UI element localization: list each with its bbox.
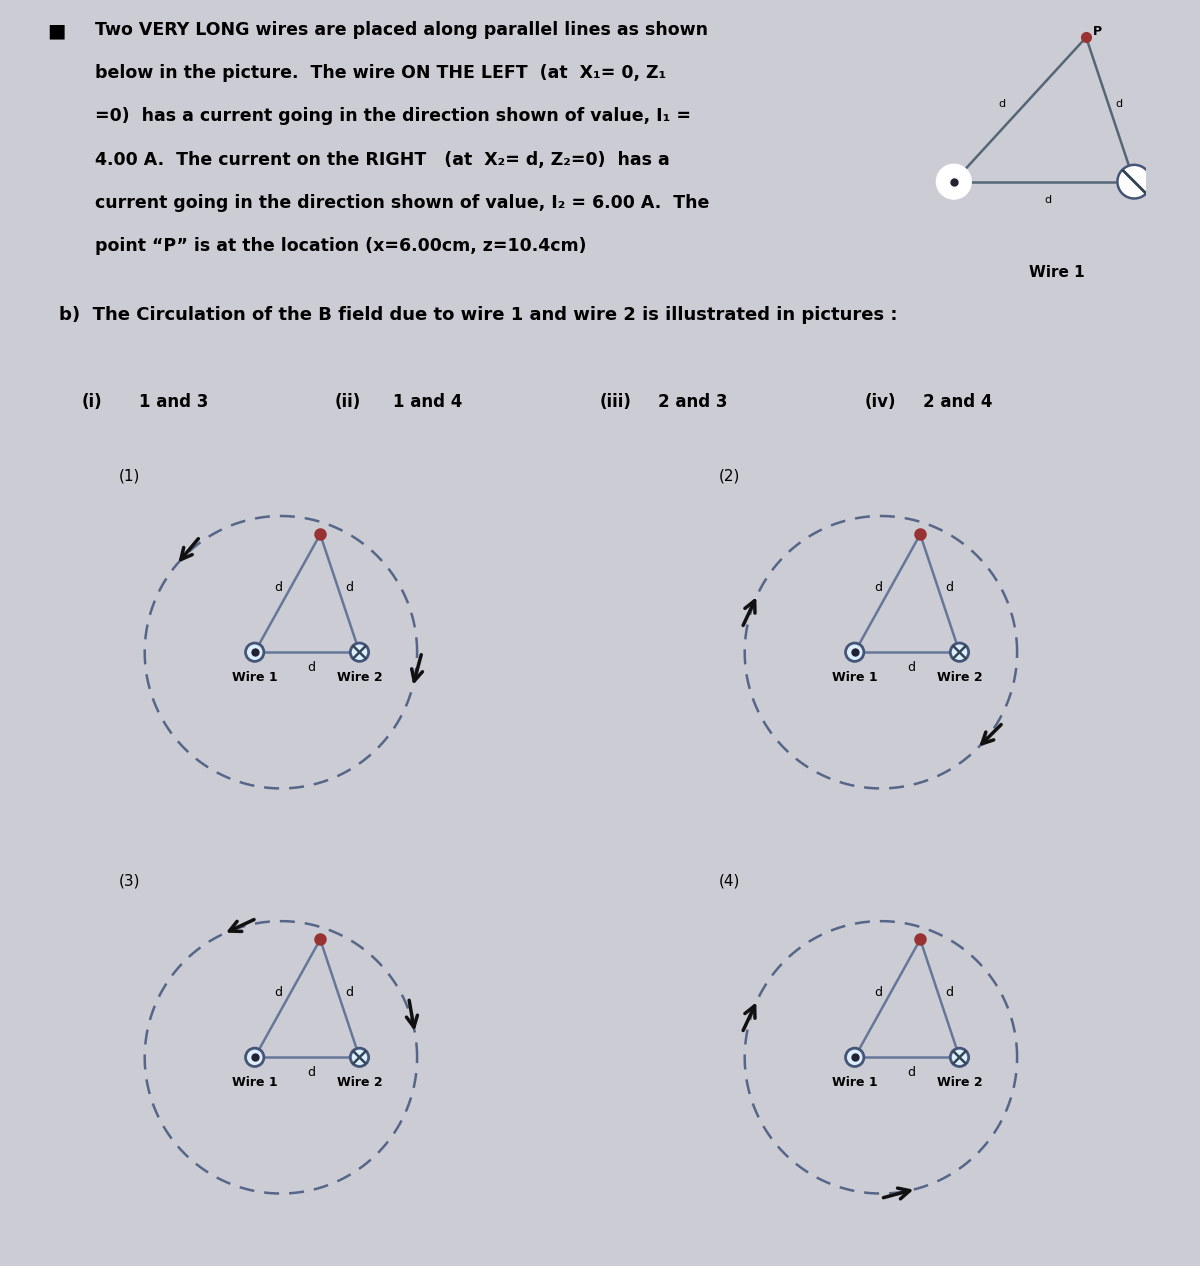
Text: 1 and 3: 1 and 3 [139, 394, 209, 411]
Circle shape [350, 1048, 368, 1066]
Text: 2 and 4: 2 and 4 [923, 394, 992, 411]
Text: Wire 1: Wire 1 [832, 671, 877, 684]
Text: d: d [275, 581, 282, 594]
Text: Two VERY LONG wires are placed along parallel lines as shown: Two VERY LONG wires are placed along par… [95, 22, 708, 39]
Text: 4.00 A.  The current on the RIGHT   (at  X₂= d, Z₂=0)  has a: 4.00 A. The current on the RIGHT (at X₂=… [95, 151, 670, 168]
Text: 2 and 3: 2 and 3 [658, 394, 727, 411]
Text: d: d [346, 986, 353, 999]
Text: Wire 2: Wire 2 [337, 1076, 383, 1089]
Circle shape [937, 165, 971, 199]
Text: d: d [875, 581, 882, 594]
Text: Wire 1: Wire 1 [832, 1076, 877, 1089]
Circle shape [246, 643, 264, 661]
Circle shape [846, 643, 864, 661]
Text: d: d [875, 986, 882, 999]
Circle shape [1117, 165, 1151, 199]
Text: Wire 2: Wire 2 [337, 671, 383, 684]
Circle shape [950, 643, 968, 661]
Circle shape [846, 1048, 864, 1066]
Text: P: P [1093, 25, 1103, 38]
Text: d: d [346, 581, 353, 594]
Text: d: d [307, 1066, 316, 1079]
Text: d: d [275, 986, 282, 999]
Text: d: d [1115, 99, 1122, 109]
Circle shape [350, 643, 368, 661]
Text: (2): (2) [719, 468, 740, 484]
Text: d: d [307, 661, 316, 674]
Circle shape [950, 1048, 968, 1066]
Text: 1 and 4: 1 and 4 [392, 394, 462, 411]
Text: Wire 1: Wire 1 [232, 671, 277, 684]
Text: d: d [907, 661, 916, 674]
Text: d: d [946, 986, 953, 999]
Text: (1): (1) [119, 468, 140, 484]
Text: Wire 1: Wire 1 [1030, 265, 1085, 280]
Text: below in the picture.  The wire ON THE LEFT  (at  X₁= 0, Z₁: below in the picture. The wire ON THE LE… [95, 65, 666, 82]
Text: Wire 2: Wire 2 [937, 671, 983, 684]
Text: ■: ■ [48, 22, 66, 41]
Text: Wire 1: Wire 1 [232, 1076, 277, 1089]
Text: b)  The Circulation of the B field due to wire 1 and wire 2 is illustrated in pi: b) The Circulation of the B field due to… [59, 306, 898, 324]
Text: point “P” is at the location (x=6.00cm, z=10.4cm): point “P” is at the location (x=6.00cm, … [95, 237, 586, 254]
Circle shape [246, 1048, 264, 1066]
Text: (ii): (ii) [335, 394, 361, 411]
Text: (3): (3) [119, 874, 140, 889]
Text: d: d [1044, 195, 1051, 205]
Text: d: d [998, 99, 1006, 109]
Text: (4): (4) [719, 874, 740, 889]
Text: current going in the direction shown of value, I₂ = 6.00 A.  The: current going in the direction shown of … [95, 194, 709, 211]
Text: d: d [946, 581, 953, 594]
Text: (iii): (iii) [600, 394, 632, 411]
Text: d: d [907, 1066, 916, 1079]
Text: Wire 2: Wire 2 [937, 1076, 983, 1089]
Text: =0)  has a current going in the direction shown of value, I₁ =: =0) has a current going in the direction… [95, 108, 690, 125]
Text: (iv): (iv) [865, 394, 896, 411]
Text: (i): (i) [82, 394, 102, 411]
